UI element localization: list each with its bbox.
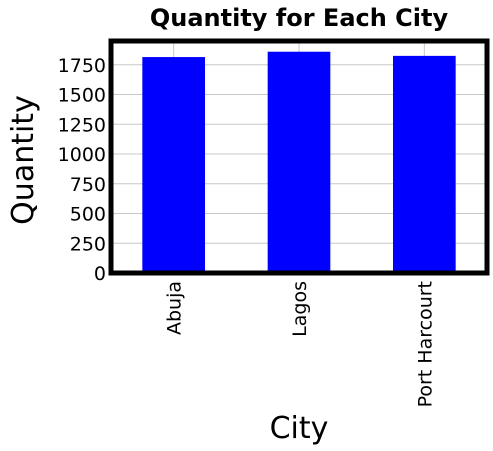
plot-frame <box>108 38 490 276</box>
x-tick-label: Port Harcourt <box>414 281 436 407</box>
x-tick-label: Abuja <box>164 281 186 335</box>
y-tick-label: 1500 <box>58 85 106 107</box>
y-axis-label: Quantity <box>6 95 41 225</box>
y-tick-label: 500 <box>70 204 106 226</box>
x-axis-label: City <box>270 411 329 446</box>
x-tick-label: Lagos <box>289 281 311 337</box>
y-tick-label: 0 <box>94 263 106 285</box>
y-tick-label: 1750 <box>58 55 106 77</box>
y-tick-label: 750 <box>70 174 106 196</box>
bars <box>142 51 456 274</box>
bar-lagos <box>267 51 331 274</box>
bar-port-harcourt <box>393 55 456 273</box>
y-tick-label: 250 <box>70 233 106 255</box>
bar-abuja <box>142 57 205 273</box>
x-axis-ticks: Abuja Lagos Port Harcourt <box>164 281 437 407</box>
y-tick-label: 1000 <box>58 144 106 166</box>
y-axis-ticks: 0 250 500 750 1000 1250 1500 1750 <box>58 55 106 285</box>
y-tick-label: 1250 <box>58 114 106 136</box>
chart-title: Quantity for Each City <box>150 4 449 32</box>
